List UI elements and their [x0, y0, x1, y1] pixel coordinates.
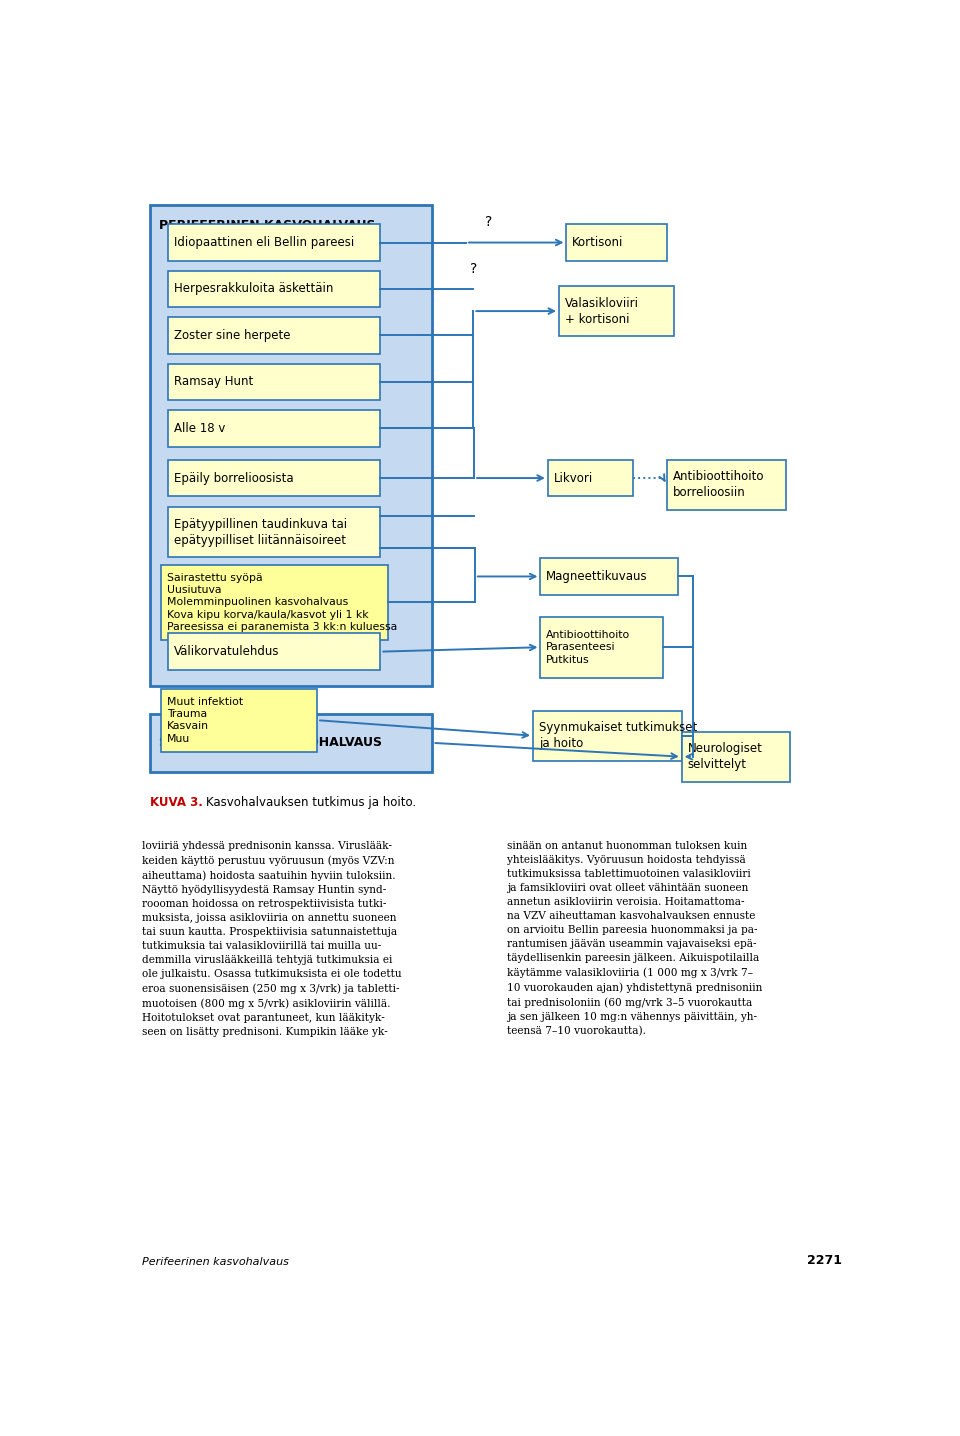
FancyBboxPatch shape: [168, 411, 380, 447]
Text: Neurologiset
selvittelyt: Neurologiset selvittelyt: [687, 742, 762, 771]
FancyBboxPatch shape: [540, 617, 663, 678]
Text: Antibioottihoito
borrelioosiin: Antibioottihoito borrelioosiin: [673, 470, 764, 500]
FancyBboxPatch shape: [168, 317, 380, 353]
FancyBboxPatch shape: [168, 507, 380, 557]
Text: Epäily borrelioosista: Epäily borrelioosista: [175, 471, 294, 484]
FancyBboxPatch shape: [161, 689, 317, 751]
Text: Zoster sine herpete: Zoster sine herpete: [175, 329, 291, 342]
FancyBboxPatch shape: [533, 711, 682, 761]
Text: sinään on antanut huonomman tuloksen kuin
yhteislääkitys. Vyöruusun hoidosta teh: sinään on antanut huonomman tuloksen kui…: [507, 841, 762, 1037]
FancyBboxPatch shape: [168, 271, 380, 307]
Text: Sairastettu syöpä
Uusiutuva
Molemminpuolinen kasvohalvaus
Kova kipu korva/kaula/: Sairastettu syöpä Uusiutuva Molemminpuol…: [167, 573, 397, 632]
FancyBboxPatch shape: [150, 205, 432, 686]
Text: Valasikloviiri
+ kortisoni: Valasikloviiri + kortisoni: [564, 297, 639, 326]
FancyBboxPatch shape: [540, 559, 678, 595]
FancyBboxPatch shape: [168, 460, 380, 497]
Text: Alle 18 v: Alle 18 v: [175, 422, 226, 435]
Text: Välikorvatulehdus: Välikorvatulehdus: [175, 645, 279, 658]
FancyBboxPatch shape: [566, 224, 667, 261]
Text: Ramsay Hunt: Ramsay Hunt: [175, 375, 253, 388]
FancyBboxPatch shape: [168, 224, 380, 261]
Text: PERIFEERINEN KASVOHALVAUS: PERIFEERINEN KASVOHALVAUS: [158, 218, 375, 231]
FancyBboxPatch shape: [161, 564, 388, 640]
Text: Magneettikuvaus: Magneettikuvaus: [546, 570, 648, 583]
FancyBboxPatch shape: [168, 633, 380, 669]
Text: Idiopaattinen eli Bellin pareesi: Idiopaattinen eli Bellin pareesi: [175, 236, 354, 248]
Text: Kasvohalvauksen tutkimus ja hoito.: Kasvohalvauksen tutkimus ja hoito.: [205, 796, 416, 808]
FancyBboxPatch shape: [168, 363, 380, 401]
Text: Muut infektiot
Trauma
Kasvain
Muu: Muut infektiot Trauma Kasvain Muu: [167, 696, 243, 744]
Text: KUVA 3.: KUVA 3.: [150, 796, 203, 808]
Text: Likvori: Likvori: [554, 471, 593, 484]
FancyBboxPatch shape: [559, 286, 674, 336]
Text: ?: ?: [469, 261, 477, 276]
FancyBboxPatch shape: [682, 732, 789, 781]
Text: ?: ?: [485, 215, 492, 230]
Text: Kortisoni: Kortisoni: [572, 236, 624, 248]
Text: Perifeerinen kasvohalvaus: Perifeerinen kasvohalvaus: [142, 1256, 289, 1267]
FancyBboxPatch shape: [548, 460, 634, 497]
FancyBboxPatch shape: [667, 460, 786, 510]
Text: loviiriä yhdessä prednisonin kanssa. Viruslääk-
keiden käyttö perustuu vyöruusun: loviiriä yhdessä prednisonin kanssa. Vir…: [142, 841, 402, 1037]
FancyBboxPatch shape: [150, 714, 432, 771]
Text: 2271: 2271: [806, 1254, 842, 1267]
Text: SENTRAALINEN KASVOHALVAUS: SENTRAALINEN KASVOHALVAUS: [158, 737, 382, 750]
Text: Antibioottihoito
Parasenteesi
Putkitus: Antibioottihoito Parasenteesi Putkitus: [546, 630, 631, 665]
Text: Herpesrakkuloita äskettäin: Herpesrakkuloita äskettäin: [175, 283, 334, 296]
Text: Epätyypillinen taudinkuva tai
epätyypilliset liitännäisoireet: Epätyypillinen taudinkuva tai epätyypill…: [175, 518, 348, 547]
Text: Syynmukaiset tutkimukset
ja hoito: Syynmukaiset tutkimukset ja hoito: [539, 721, 697, 750]
